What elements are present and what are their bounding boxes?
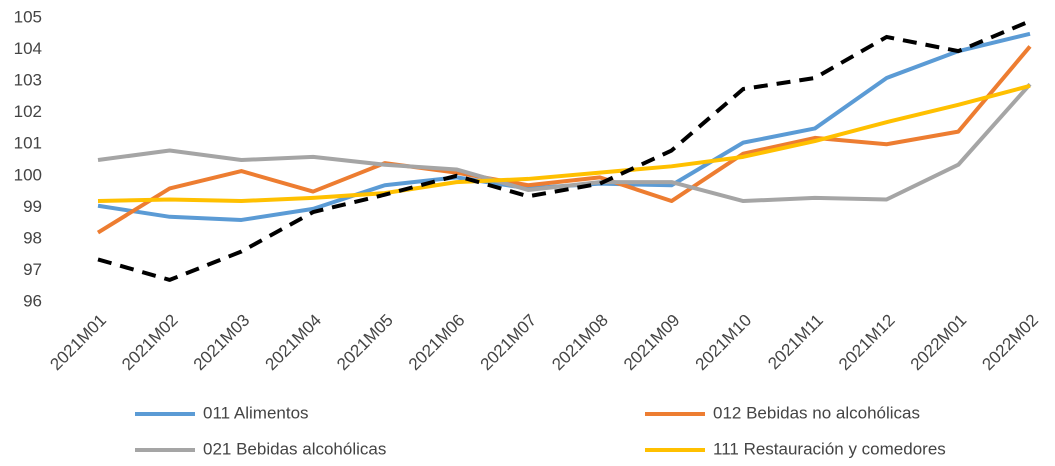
y-tick-label: 104 <box>14 39 42 58</box>
legend-label: 111 Restauración y comedores <box>713 439 946 458</box>
legend-label: 012 Bebidas no alcohólicas <box>713 403 920 422</box>
x-tick-label: 2021M09 <box>620 311 684 375</box>
y-tick-label: 103 <box>14 71 42 90</box>
x-tick-label: 2021M08 <box>548 311 612 375</box>
x-tick-label: 2021M11 <box>764 311 827 374</box>
series-line <box>97 31 1031 222</box>
y-tick-label: 105 <box>14 7 42 26</box>
x-tick-label: 2021M05 <box>333 311 397 375</box>
x-tick-label: 2021M03 <box>190 311 254 375</box>
x-tick-label: 2022M02 <box>978 311 1042 375</box>
y-tick-label: 98 <box>23 228 42 247</box>
y-tick-label: 97 <box>23 260 42 279</box>
x-tick-label: 2021M04 <box>262 311 326 375</box>
x-tick-label: 2021M01 <box>46 311 110 375</box>
series-line <box>97 82 1032 204</box>
y-tick-label: 96 <box>23 291 42 310</box>
x-tick-label: 2021M02 <box>118 311 182 375</box>
legend-label: 021 Bebidas alcohólicas <box>203 439 386 458</box>
x-tick-label: 2021M10 <box>692 311 756 375</box>
y-tick-label: 101 <box>14 134 42 153</box>
y-tick-label: 102 <box>14 102 42 121</box>
x-tick-label: 2021M12 <box>835 311 899 375</box>
legend-label: 011 Alimentos <box>203 403 309 422</box>
x-tick-label: 2021M07 <box>477 311 541 375</box>
x-tick-label: 2021M06 <box>405 311 469 375</box>
series-line <box>97 83 1031 204</box>
y-tick-label: 100 <box>14 165 42 184</box>
x-tick-label: 2022M01 <box>907 311 971 375</box>
y-tick-label: 99 <box>23 197 42 216</box>
series-line <box>97 19 1031 282</box>
series-line <box>96 45 1032 235</box>
